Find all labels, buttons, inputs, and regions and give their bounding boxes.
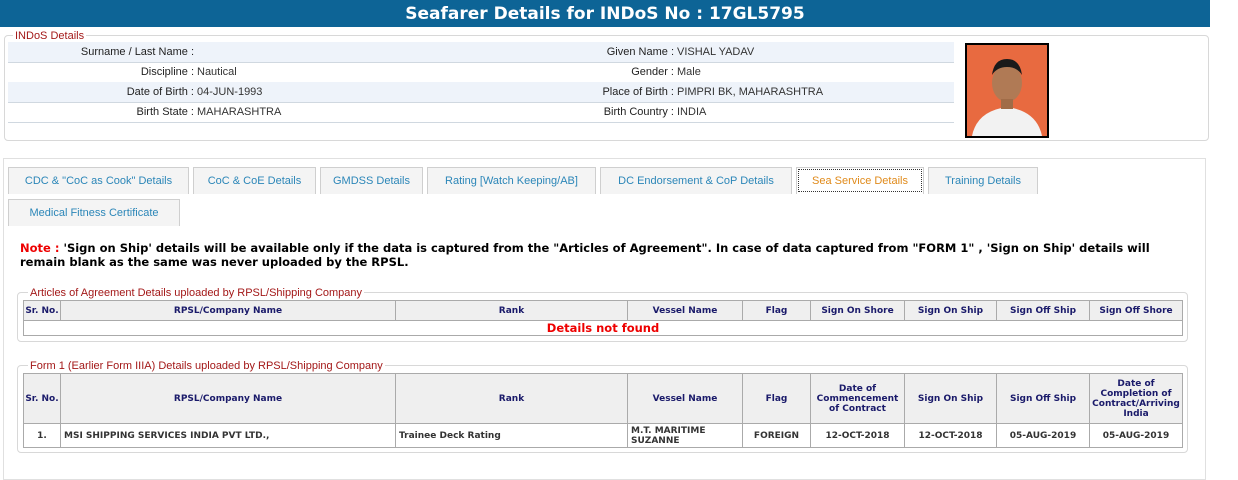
- tab-medical-fitness[interactable]: Medical Fitness Certificate: [8, 199, 180, 226]
- col-flag: Flag: [742, 300, 811, 321]
- birthplace-label: Place of Birth :: [602, 86, 674, 98]
- cell-rank: Trainee Deck Rating: [395, 423, 628, 448]
- note-text: 'Sign on Ship' details will be available…: [20, 241, 1150, 269]
- detail-row: Surname / Last Name : Given Name : VISHA…: [8, 42, 954, 63]
- detail-row: Date of Birth : 04-JUN-1993 Place of Bir…: [8, 82, 954, 103]
- birth-country-value: INDIA: [677, 106, 707, 118]
- col-vessel: Vessel Name: [627, 373, 743, 424]
- surname-label: Surname / Last Name :: [80, 46, 194, 58]
- dob-label: Date of Birth :: [126, 86, 194, 98]
- col-sign-off-shore: Sign Off Shore: [1089, 300, 1183, 321]
- cell-company: MSI SHIPPING SERVICES INDIA PVT LTD.,: [60, 423, 396, 448]
- detail-row: Birth State : MAHARASHTRA Birth Country …: [8, 102, 954, 123]
- cell-completion: 05-AUG-2019: [1089, 423, 1183, 448]
- indos-details-panel: INDoS Details Surname / Last Name : Give…: [4, 30, 1209, 141]
- cell-sign-on-ship: 12-OCT-2018: [904, 423, 997, 448]
- col-flag: Flag: [742, 373, 811, 424]
- form1-legend: Form 1 (Earlier Form IIIA) Details uploa…: [28, 360, 385, 372]
- cell-commencement: 12-OCT-2018: [810, 423, 905, 448]
- tab-sea-service[interactable]: Sea Service Details: [796, 167, 924, 194]
- note-prefix: Note :: [20, 241, 60, 255]
- birth-country-label: Birth Country :: [603, 106, 674, 118]
- page-title: Seafarer Details for INDoS No : 17GL5795: [0, 0, 1210, 27]
- col-completion: Date of Completion of Contract/Arriving …: [1089, 373, 1183, 424]
- given-name-label: Given Name :: [606, 46, 674, 58]
- table-header-row: Sr. No. RPSL/Company Name Rank Vessel Na…: [23, 300, 1183, 321]
- tab-cdc[interactable]: CDC & "CoC as Cook" Details: [8, 167, 189, 194]
- cell-sr-no: 1.: [23, 423, 61, 448]
- birth-state-value: MAHARASHTRA: [197, 106, 282, 118]
- table-header-row: Sr. No. RPSL/Company Name Rank Vessel Na…: [23, 373, 1183, 424]
- discipline-label: Discipline :: [140, 66, 194, 78]
- cell-vessel: M.T. MARITIME SUZANNE: [627, 423, 743, 448]
- col-rank: Rank: [395, 300, 628, 321]
- col-commencement: Date of Commencement of Contract: [810, 373, 905, 424]
- col-sr-no: Sr. No.: [23, 373, 61, 424]
- given-name-value: VISHAL YADAV: [677, 46, 755, 58]
- gender-value: Male: [677, 66, 701, 78]
- birth-state-label: Birth State :: [136, 106, 194, 118]
- tab-coc-coe[interactable]: CoC & CoE Details: [193, 167, 316, 194]
- col-sign-off-ship: Sign Off Ship: [996, 373, 1090, 424]
- tab-rating[interactable]: Rating [Watch Keeping/AB]: [427, 167, 596, 194]
- discipline-value: Nautical: [197, 66, 237, 78]
- tab-dc-endorsement[interactable]: DC Endorsement & CoP Details: [600, 167, 792, 194]
- details-not-found: Details not found: [23, 320, 1183, 336]
- col-sign-off-ship: Sign Off Ship: [996, 300, 1090, 321]
- col-company: RPSL/Company Name: [60, 300, 396, 321]
- cell-flag: FOREIGN: [742, 423, 811, 448]
- birthplace-value: PIMPRI BK, MAHARASHTRA: [677, 86, 824, 98]
- seafarer-photo: [965, 43, 1049, 138]
- col-rank: Rank: [395, 373, 628, 424]
- indos-legend: INDoS Details: [13, 30, 87, 42]
- detail-row: Discipline : Nautical Gender : Male: [8, 62, 954, 83]
- tab-training[interactable]: Training Details: [928, 167, 1038, 194]
- dob-value: 04-JUN-1993: [197, 86, 263, 98]
- table-row: 1. MSI SHIPPING SERVICES INDIA PVT LTD.,…: [23, 423, 1183, 448]
- sea-service-note: Note : 'Sign on Ship' details will be av…: [20, 241, 1190, 269]
- col-sr-no: Sr. No.: [23, 300, 61, 321]
- articles-legend: Articles of Agreement Details uploaded b…: [28, 287, 365, 299]
- articles-panel: Articles of Agreement Details uploaded b…: [17, 287, 1188, 342]
- col-sign-on-ship: Sign On Ship: [904, 300, 997, 321]
- form1-table: Sr. No. RPSL/Company Name Rank Vessel Na…: [23, 373, 1183, 448]
- col-sign-on-ship: Sign On Ship: [904, 373, 997, 424]
- gender-label: Gender :: [631, 66, 674, 78]
- articles-table: Sr. No. RPSL/Company Name Rank Vessel Na…: [23, 300, 1183, 336]
- col-company: RPSL/Company Name: [60, 373, 396, 424]
- tab-gmdss[interactable]: GMDSS Details: [320, 167, 423, 194]
- form1-panel: Form 1 (Earlier Form IIIA) Details uploa…: [17, 360, 1188, 453]
- col-vessel: Vessel Name: [627, 300, 743, 321]
- cell-sign-off-ship: 05-AUG-2019: [996, 423, 1090, 448]
- col-sign-on-shore: Sign On Shore: [810, 300, 905, 321]
